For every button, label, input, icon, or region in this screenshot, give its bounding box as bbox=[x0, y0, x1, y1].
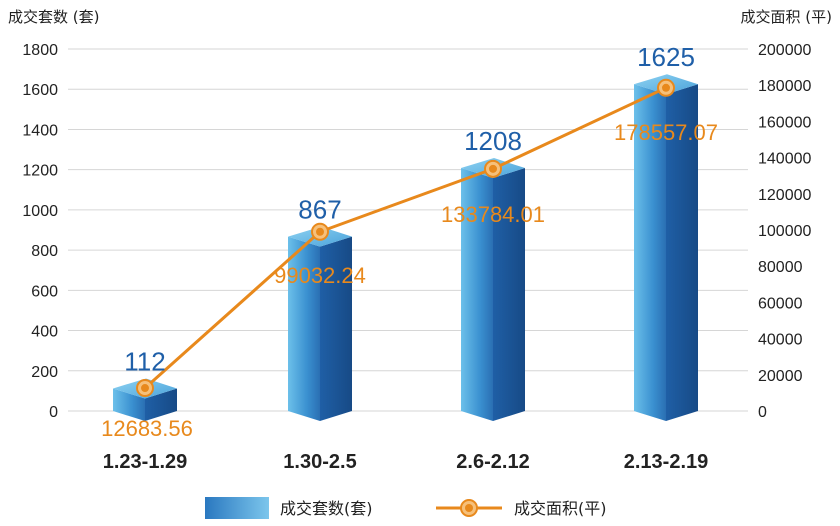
x-tick-label-0: 1.23-1.29 bbox=[103, 451, 188, 473]
area-series-line bbox=[144, 86, 667, 390]
x-tick-label-3: 2.13-2.19 bbox=[624, 451, 709, 473]
y-right-tick-4: 80000 bbox=[758, 259, 803, 276]
x-tick-label-2: 2.6-2.12 bbox=[456, 451, 529, 473]
y-right-tick-0: 0 bbox=[758, 404, 767, 421]
bar-value-label-2: 1208 bbox=[464, 126, 522, 156]
y-right-tick-7: 140000 bbox=[758, 151, 811, 168]
y-left-tick-7: 1400 bbox=[22, 122, 58, 139]
line-point-1 bbox=[316, 227, 324, 236]
y-left-tick-4: 800 bbox=[31, 243, 58, 260]
legend-line-label: 成交面积(平) bbox=[514, 499, 607, 518]
y-right-tick-9: 180000 bbox=[758, 78, 811, 95]
x-tick-label-1: 1.30-2.5 bbox=[283, 451, 356, 473]
y-right-tick-8: 160000 bbox=[758, 114, 811, 131]
bar-value-label-1: 867 bbox=[298, 195, 341, 225]
line-point-2 bbox=[489, 164, 497, 173]
line-point-3 bbox=[662, 83, 670, 92]
y-left-tick-0: 0 bbox=[49, 404, 58, 421]
y-right-tick-3: 60000 bbox=[758, 295, 803, 312]
y-left-tick-9: 1800 bbox=[22, 42, 58, 59]
y-left-tick-1: 200 bbox=[31, 364, 58, 381]
bar-side-face-2 bbox=[493, 168, 525, 421]
y-left-tick-8: 1600 bbox=[22, 82, 58, 99]
y-axis-right-title: 成交面积 (平) bbox=[741, 8, 832, 26]
y-left-tick-2: 400 bbox=[31, 324, 58, 341]
bar-3 bbox=[634, 74, 698, 421]
y-axis-left-title: 成交套数 (套) bbox=[8, 8, 99, 26]
bar-1 bbox=[288, 226, 352, 421]
line-value-label-2: 133784.01 bbox=[441, 202, 545, 227]
bar-side-face-3 bbox=[666, 84, 698, 421]
y-left-tick-5: 1000 bbox=[22, 203, 58, 220]
line-value-label-0: 12683.56 bbox=[101, 416, 193, 441]
legend-line-marker bbox=[465, 504, 473, 512]
y-right-tick-6: 120000 bbox=[758, 187, 811, 204]
line-value-label-3: 178557.07 bbox=[614, 120, 718, 145]
bar-value-label-3: 1625 bbox=[637, 42, 695, 72]
bar-front-face-0 bbox=[113, 388, 145, 421]
y-right-tick-2: 40000 bbox=[758, 332, 803, 349]
line-point-0 bbox=[141, 384, 149, 393]
y-right-tick-1: 20000 bbox=[758, 368, 803, 385]
bar-2 bbox=[461, 158, 525, 421]
y-left-tick-3: 600 bbox=[31, 283, 58, 300]
legend-bar-swatch bbox=[205, 497, 269, 519]
bar-front-face-2 bbox=[461, 168, 493, 421]
bar-side-face-1 bbox=[320, 236, 352, 421]
bar-front-face-3 bbox=[634, 84, 666, 421]
line-value-label-1: 99032.24 bbox=[274, 263, 366, 288]
bar-side-face-0 bbox=[145, 388, 177, 421]
y-right-tick-10: 200000 bbox=[758, 42, 811, 59]
y-left-tick-6: 1200 bbox=[22, 163, 58, 180]
bar-value-label-0: 112 bbox=[124, 346, 165, 376]
y-right-tick-5: 100000 bbox=[758, 223, 811, 240]
bar-front-face-1 bbox=[288, 236, 320, 421]
legend-bar-label: 成交套数(套) bbox=[280, 499, 373, 518]
